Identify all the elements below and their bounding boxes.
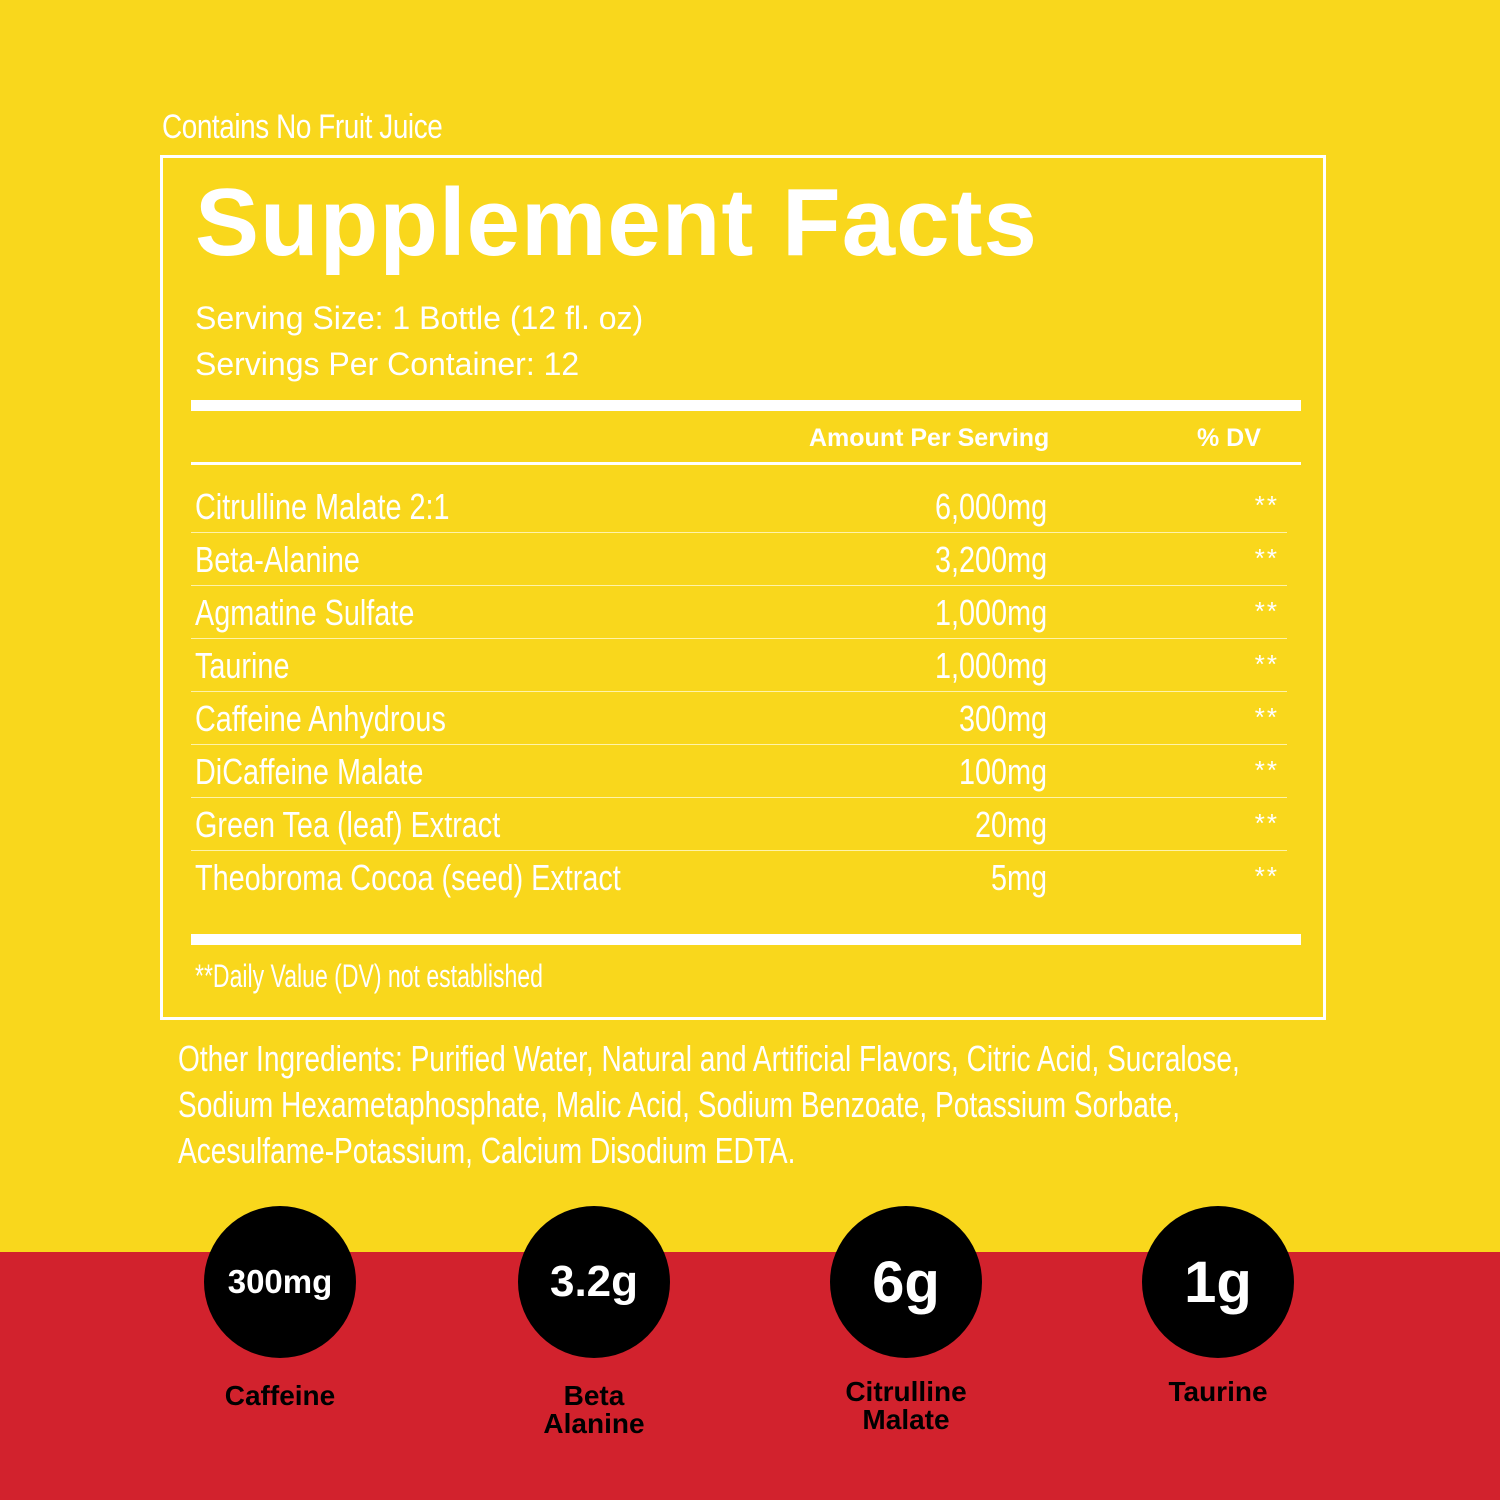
- citrulline-malate-badge: 6g: [830, 1206, 982, 1358]
- serving-size: Serving Size: 1 Bottle (12 fl. oz): [195, 300, 644, 336]
- ingredient-amount: 1,000mg: [934, 592, 1047, 633]
- ingredient-name: Agmatine Sulfate: [195, 592, 415, 633]
- ingredient-dv: **: [1254, 808, 1279, 838]
- header-divider: [191, 462, 1301, 465]
- badge-value: 1g: [1184, 1249, 1252, 1315]
- other-ingredients-line: Sodium Hexametaphosphate, Malic Acid, So…: [178, 1084, 1181, 1125]
- ingredients-table: Citrulline Malate 2:1 6,000mg ** Beta-Al…: [191, 480, 1287, 904]
- badge-value: 300mg: [227, 1263, 333, 1300]
- ingredient-dv: **: [1254, 861, 1279, 891]
- supplement-facts-title: Supplement Facts: [195, 169, 1038, 276]
- table-row: Agmatine Sulfate 1,000mg **: [191, 586, 1287, 639]
- beta-alanine-badge: 3.2g: [518, 1206, 670, 1358]
- table-row: DiCaffeine Malate 100mg **: [191, 745, 1287, 798]
- table-row: Green Tea (leaf) Extract 20mg **: [191, 798, 1287, 851]
- other-ingredients-line: Acesulfame-Potassium, Calcium Disodium E…: [178, 1130, 796, 1171]
- serving-info: Serving Size: 1 Bottle (12 fl. oz) Servi…: [195, 295, 643, 387]
- table-row: Theobroma Cocoa (seed) Extract 5mg **: [191, 851, 1287, 904]
- caffeine-badge-label: Caffeine: [160, 1382, 400, 1410]
- badge-value: 3.2g: [549, 1257, 639, 1306]
- table-row: Citrulline Malate 2:1 6,000mg **: [191, 480, 1287, 533]
- badge-label-line: Caffeine: [224, 1380, 336, 1411]
- ingredient-dv: **: [1254, 596, 1279, 626]
- ingredient-amount: 3,200mg: [934, 539, 1047, 580]
- supplement-facts-panel: Supplement Facts Serving Size: 1 Bottle …: [160, 155, 1326, 1020]
- dv-header: % DV: [1197, 424, 1261, 452]
- taurine-badge-label: Taurine: [1098, 1378, 1338, 1406]
- other-ingredients: Other Ingredients: Purified Water, Natur…: [178, 1036, 1348, 1174]
- ingredient-dv: **: [1254, 490, 1279, 520]
- table-row: Taurine 1,000mg **: [191, 639, 1287, 692]
- ingredient-amount: 1,000mg: [934, 645, 1047, 686]
- ingredient-dv: **: [1254, 755, 1279, 785]
- badge-label-line: Citrulline: [845, 1376, 967, 1407]
- citrulline-malate-badge-label: Citrulline Malate: [786, 1378, 1026, 1434]
- ingredient-dv: **: [1254, 543, 1279, 573]
- badge-label-line: Alanine: [543, 1408, 645, 1439]
- bottom-thick-divider: [191, 934, 1301, 945]
- beta-alanine-badge-label: Beta Alanine: [474, 1382, 714, 1438]
- table-row: Beta-Alanine 3,200mg **: [191, 533, 1287, 586]
- ingredient-amount: 300mg: [958, 698, 1047, 739]
- top-thick-divider: [191, 400, 1301, 411]
- ingredient-amount: 5mg: [990, 857, 1047, 898]
- badge-value: 6g: [872, 1249, 940, 1315]
- ingredient-name: DiCaffeine Malate: [195, 751, 424, 792]
- badge-label-line: Taurine: [1168, 1376, 1268, 1407]
- ingredient-name: Taurine: [195, 645, 290, 686]
- ingredient-dv: **: [1254, 702, 1279, 732]
- table-row: Caffeine Anhydrous 300mg **: [191, 692, 1287, 745]
- ingredient-dv: **: [1254, 649, 1279, 679]
- badge-label-line: Malate: [862, 1404, 950, 1435]
- badge-label-line: Beta: [563, 1380, 625, 1411]
- amount-per-serving-header: Amount Per Serving: [809, 424, 1050, 452]
- no-fruit-juice-note: Contains No Fruit Juice: [162, 108, 443, 146]
- other-ingredients-line: Other Ingredients: Purified Water, Natur…: [178, 1038, 1240, 1079]
- caffeine-badge: 300mg: [204, 1206, 356, 1358]
- ingredient-name: Theobroma Cocoa (seed) Extract: [195, 857, 621, 898]
- servings-per-container: Servings Per Container: 12: [195, 346, 580, 382]
- taurine-badge: 1g: [1142, 1206, 1294, 1358]
- ingredient-name: Beta-Alanine: [195, 539, 360, 580]
- ingredient-amount: 6,000mg: [934, 486, 1047, 527]
- ingredient-name: Green Tea (leaf) Extract: [195, 804, 501, 845]
- ingredient-amount: 100mg: [958, 751, 1047, 792]
- ingredient-name: Caffeine Anhydrous: [195, 698, 446, 739]
- ingredient-amount: 20mg: [974, 804, 1047, 845]
- dv-footnote: **Daily Value (DV) not established: [195, 958, 543, 994]
- ingredient-name: Citrulline Malate 2:1: [195, 486, 450, 527]
